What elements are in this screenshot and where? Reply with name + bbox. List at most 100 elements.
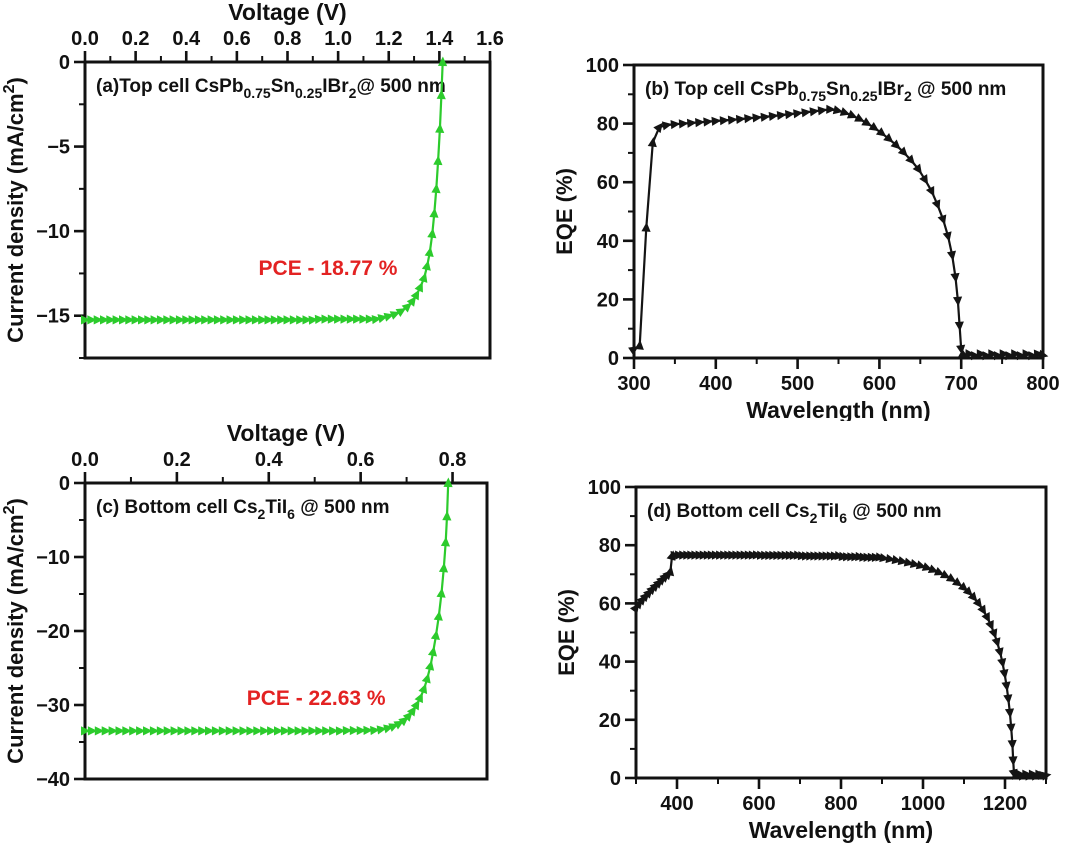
y-axis-title: Current density (mA/cm2) [1, 498, 28, 764]
eqe-curve-top-cell [633, 108, 1044, 357]
marker-triangle [994, 351, 1004, 361]
marker-triangle [927, 564, 939, 573]
marker-triangle [144, 315, 154, 325]
marker-triangle [175, 315, 186, 325]
marker-triangle [994, 647, 1004, 658]
marker-triangle [437, 56, 448, 67]
marker-triangle [177, 726, 187, 736]
marker-triangle [371, 314, 382, 325]
marker-triangle [875, 127, 887, 137]
marker-triangle [962, 586, 973, 597]
marker-triangle [1016, 351, 1027, 361]
marker-triangle [418, 272, 428, 283]
marker-triangle [239, 315, 249, 325]
y-tick-label: 100 [588, 477, 621, 499]
x-axis: 0.0 0.2 0.4 0.6 0.8 1.0 1.2 1.4 1.6 [71, 28, 504, 62]
marker-triangle [395, 308, 407, 318]
x-tick-label: 300 [617, 373, 650, 395]
chart-svg-b: 300 400 500 600 700 800 0 20 40 60 80 100 Wavelength… [552, 55, 1060, 421]
marker-triangle [258, 315, 268, 325]
marker-triangle [1007, 739, 1017, 750]
marker-triangle [999, 349, 1010, 359]
y-axis: 0 20 40 60 80 100 [586, 55, 634, 370]
marker-triangle [245, 315, 255, 325]
y-axis-title: EQE (%) [552, 168, 577, 255]
chart-svg-c: 0.0 0.2 0.4 0.6 0.8 0 −10 −20 −30 −40 Voltage (V) C… [1, 421, 489, 791]
marker-triangle [122, 726, 132, 736]
marker-triangle [977, 604, 987, 616]
marker-triangle [427, 228, 437, 239]
marker-triangle [211, 726, 222, 736]
x-tick-label: 1.4 [425, 28, 454, 50]
marker-triangle [260, 726, 270, 736]
y-tick-label: 20 [599, 710, 621, 732]
marker-triangle [170, 726, 181, 736]
x-axis-title: Voltage (V) [227, 421, 345, 446]
x-tick-label: 1.0 [324, 28, 352, 50]
marker-triangle [253, 726, 263, 736]
x-tick-label: 0.6 [347, 449, 375, 471]
y-tick-label: −5 [47, 137, 70, 159]
marker-triangle [370, 725, 380, 736]
marker-triangle [430, 629, 440, 641]
y-tick-label: 0 [59, 52, 70, 74]
marker-triangle [661, 121, 673, 131]
marker-triangle [100, 315, 110, 325]
marker-triangle [861, 117, 872, 127]
marker-triangle [321, 314, 331, 324]
marker-triangle [150, 315, 161, 325]
marker-triangle [287, 726, 298, 736]
marker-triangle [931, 199, 941, 210]
marker-triangle [945, 573, 957, 583]
marker-triangle [335, 726, 346, 736]
x-tick-label: 600 [742, 793, 775, 815]
marker-triangle [225, 726, 236, 736]
marker-triangle [112, 315, 123, 325]
marker-triangle [1005, 351, 1015, 361]
marker-triangle [87, 726, 98, 736]
marker-triangle [226, 315, 236, 325]
marker-triangle [443, 477, 453, 488]
panel-c-jv-chart: 0.0 0.2 0.4 0.6 0.8 0 −10 −20 −30 −40 Voltage (V) C… [0, 421, 540, 843]
x-tick-label: 0.8 [439, 449, 467, 471]
marker-triangle [322, 726, 332, 736]
marker-triangle [939, 569, 951, 579]
marker-triangle [410, 699, 420, 711]
y-tick-label: 80 [599, 535, 621, 557]
marker-triangle [149, 726, 160, 736]
marker-triangle [951, 577, 963, 587]
marker-triangle [81, 315, 91, 325]
data-markers [81, 477, 453, 736]
y-axis-title: EQE (%) [554, 589, 579, 676]
marker-triangle [315, 726, 325, 736]
y-tick-label: 60 [599, 593, 621, 615]
marker-triangle [218, 726, 229, 736]
marker-triangle [232, 726, 243, 736]
marker-triangle [81, 726, 91, 736]
y-tick-label: 20 [597, 289, 619, 311]
marker-triangle [703, 117, 714, 127]
marker-triangle [342, 726, 353, 736]
x-axis: 400 600 800 1000 1200 [635, 778, 1047, 815]
panel-title: (a)Top cell CsPb0.75Sn0.25IBr2@ 500 nm [96, 76, 446, 101]
marker-triangle [94, 726, 105, 736]
marker-triangle [393, 720, 404, 730]
marker-triangle [329, 726, 339, 736]
marker-triangle [327, 314, 338, 324]
marker-triangle [1004, 708, 1015, 719]
marker-triangle [670, 119, 681, 130]
x-tick-label: 0.2 [163, 449, 191, 471]
marker-triangle [182, 315, 192, 325]
marker-triangle [937, 214, 947, 225]
marker-triangle [274, 726, 284, 736]
y-axis: 0 20 40 60 80 100 [588, 477, 636, 790]
marker-triangle [971, 351, 981, 361]
marker-triangle [163, 315, 173, 325]
marker-triangle [744, 114, 754, 124]
marker-triangle [406, 706, 417, 717]
data-markers [81, 56, 448, 325]
marker-triangle [1041, 771, 1052, 781]
marker-triangle [665, 566, 675, 577]
marker-triangle [678, 119, 689, 129]
